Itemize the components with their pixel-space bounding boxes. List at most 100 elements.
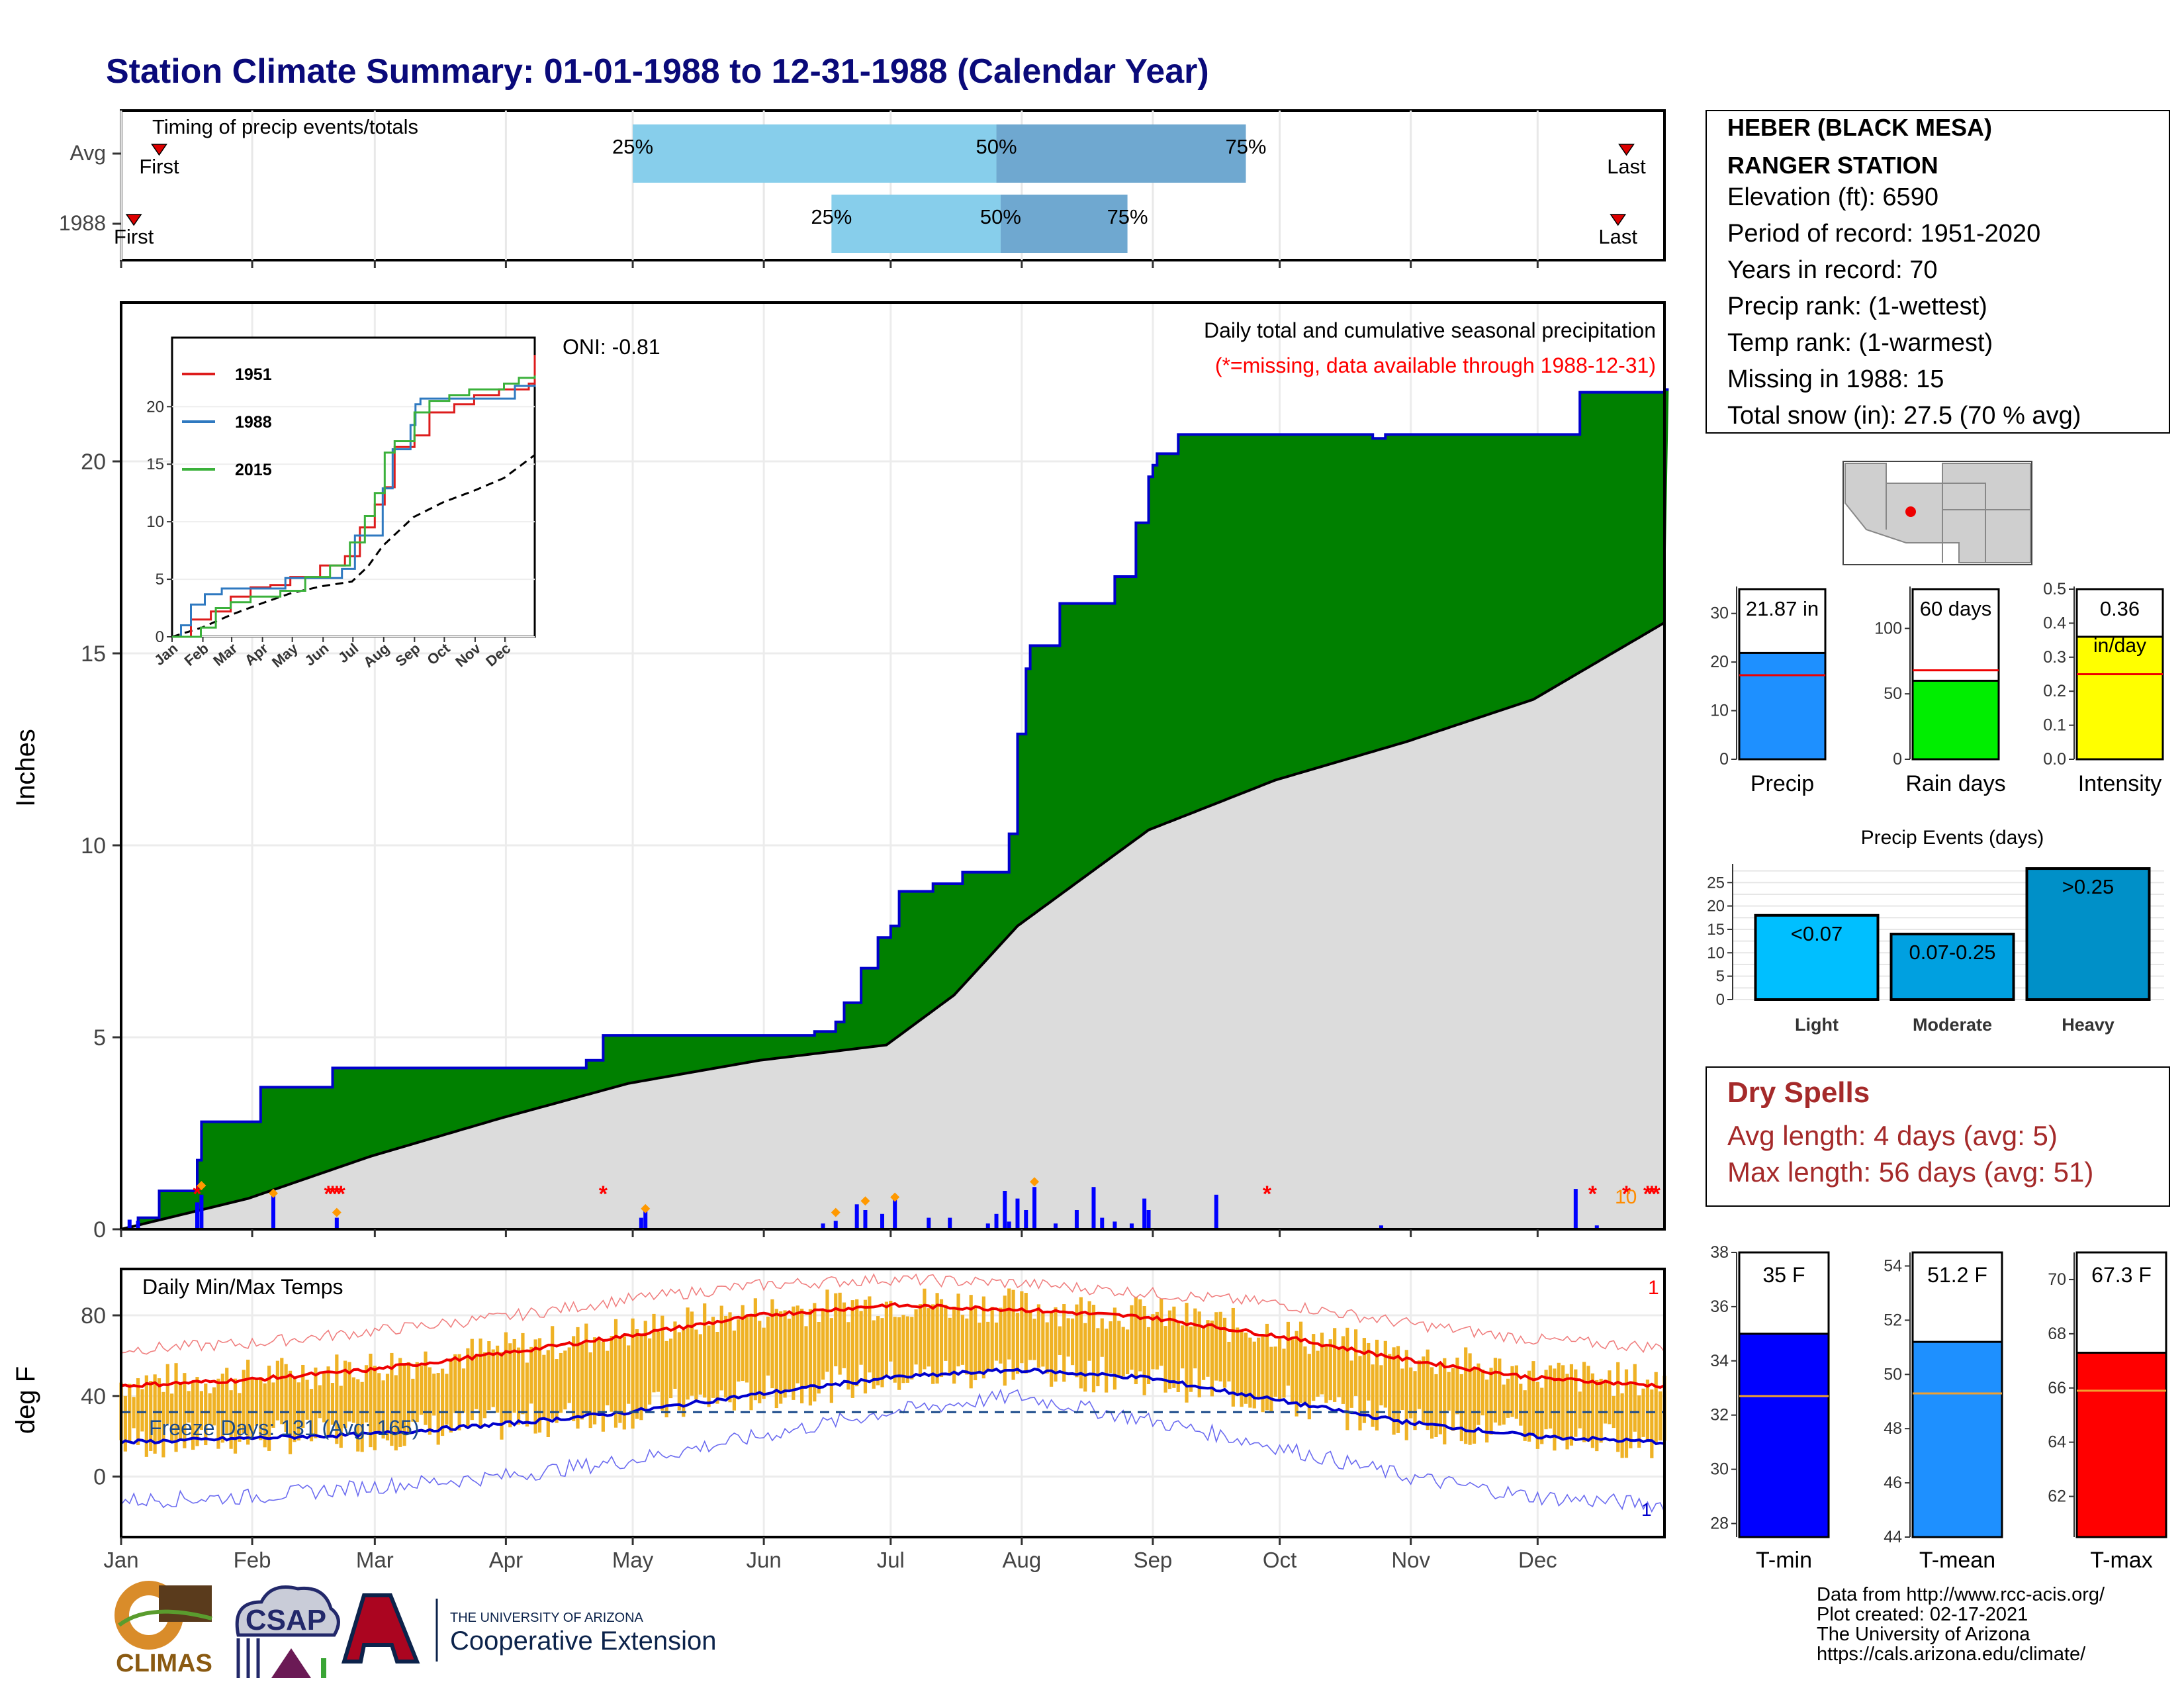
precip-events-chart: Precip Events (days) 0 5 10 15 20 25 <0.07 Ligh… xyxy=(1707,827,2164,1035)
daily-temp-range-bar xyxy=(508,1343,512,1428)
daily-temp-range-bar xyxy=(153,1374,157,1454)
daily-temp-range-bar xyxy=(868,1296,872,1373)
daily-temp-range-bar xyxy=(635,1329,639,1419)
daily-temp-range-bar xyxy=(1286,1321,1290,1386)
daily-temp-range-bar xyxy=(555,1359,559,1423)
summary-value-unit: in/day xyxy=(2093,635,2146,657)
daily-temp-range-bar xyxy=(664,1340,668,1418)
daily-precip-bar xyxy=(1142,1198,1147,1229)
daily-temp-range-bar xyxy=(305,1380,309,1420)
daily-temp-range-bar xyxy=(952,1306,956,1384)
daily-temp-range-bar xyxy=(183,1373,187,1448)
daily-temp-range-bar xyxy=(1514,1365,1518,1419)
daily-temp-range-bar xyxy=(516,1347,521,1425)
daily-temp-range-bar xyxy=(373,1366,377,1450)
temp-y-label: deg F xyxy=(11,1366,40,1434)
footer-line-1: Data from http://www.rcc-acis.org/ xyxy=(1817,1584,2105,1605)
daily-temp-range-bar xyxy=(335,1354,339,1444)
daily-temp-range-bar xyxy=(1003,1295,1007,1386)
daily-temp-range-bar xyxy=(204,1383,208,1446)
daily-temp-range-bar xyxy=(576,1327,580,1429)
daily-temp-range-bar xyxy=(1383,1340,1387,1408)
daily-temp-range-bar xyxy=(1028,1310,1032,1360)
daily-precip-bar xyxy=(985,1223,990,1229)
temp-tick-label: 68 xyxy=(2048,1325,2066,1343)
daily-temp-range-bar xyxy=(1510,1366,1514,1417)
daily-temp-range-bar xyxy=(694,1329,698,1400)
daily-temp-range-bar xyxy=(758,1321,762,1403)
daily-temp-range-bar xyxy=(1477,1363,1480,1425)
daily-temp-range-bar xyxy=(406,1362,411,1434)
daily-temp-range-bar xyxy=(415,1362,419,1423)
events-bar-label: 0.07-0.25 xyxy=(1909,941,1996,964)
daily-temp-range-bar xyxy=(1349,1360,1353,1408)
daily-temp-range-bar xyxy=(1506,1378,1510,1418)
timing-last-label: Last xyxy=(1607,155,1646,178)
daily-temp-range-bar xyxy=(1480,1369,1484,1416)
daily-temp-range-bar xyxy=(1248,1337,1252,1408)
daily-temp-range-bar xyxy=(149,1381,153,1451)
daily-temp-range-bar xyxy=(512,1338,516,1413)
daily-temp-range-bar xyxy=(1443,1358,1447,1445)
daily-temp-range-bar xyxy=(140,1389,144,1432)
daily-temp-range-bar xyxy=(1502,1384,1506,1425)
daily-temp-range-bar xyxy=(436,1373,440,1445)
daily-temp-range-bar xyxy=(1468,1353,1472,1445)
daily-temp-range-bar xyxy=(1337,1347,1341,1397)
daily-temp-range-bar xyxy=(588,1352,592,1429)
daily-temp-range-bar xyxy=(707,1325,711,1407)
missing-data-marker: * xyxy=(337,1182,346,1207)
timing-bar-25-50 xyxy=(633,124,997,183)
daily-temp-range-bar xyxy=(601,1341,605,1432)
daily-temp-range-bar xyxy=(1058,1326,1062,1355)
daily-temp-range-bar xyxy=(1396,1346,1400,1433)
daily-temp-range-bar xyxy=(500,1352,504,1440)
temp-tick-label: 30 xyxy=(1710,1460,1729,1479)
daily-precip-bar xyxy=(927,1217,931,1229)
timing-bar-50-75 xyxy=(1000,195,1128,253)
temp-label: Daily Min/Max Temps xyxy=(142,1275,343,1299)
summary-tick-label: 0.3 xyxy=(2043,648,2066,667)
daily-temp-range-bar xyxy=(1201,1327,1206,1380)
daily-temp-range-bar xyxy=(872,1320,876,1389)
daily-temp-range-bar xyxy=(1163,1326,1167,1393)
daily-precip-bar xyxy=(1003,1191,1007,1229)
month-label: Jul xyxy=(877,1548,905,1572)
daily-precip-bar xyxy=(1032,1187,1037,1229)
daily-temp-range-bar xyxy=(927,1308,931,1367)
station-temp-rank: Temp rank: (1-warmest) xyxy=(1727,329,1993,357)
daily-temp-range-bar xyxy=(275,1360,279,1421)
daily-temp-range-bar xyxy=(1531,1361,1535,1434)
precip-y-label: Inches xyxy=(11,729,40,807)
summary-label-1: Rain days xyxy=(1905,771,2005,796)
daily-temp-range-bar xyxy=(1121,1327,1125,1377)
daily-temp-range-bar xyxy=(551,1326,555,1419)
daily-temp-range-bar xyxy=(813,1303,817,1402)
daily-temp-range-bar xyxy=(1590,1373,1594,1448)
daily-temp-range-bar xyxy=(1519,1383,1523,1426)
daily-temp-range-bar xyxy=(711,1317,715,1398)
timing-p50-label: 50% xyxy=(980,205,1021,228)
climas-logo-text: CLIMAS xyxy=(116,1650,212,1677)
daily-temp-range-bar xyxy=(1358,1356,1362,1430)
station-name-1: HEBER (BLACK MESA) xyxy=(1727,114,1992,141)
inset-legend-label: 1988 xyxy=(235,413,272,432)
station-elevation: Elevation (ft): 6590 xyxy=(1727,183,1938,211)
daily-temp-range-bar xyxy=(1553,1368,1557,1451)
daily-temp-range-bar xyxy=(496,1345,500,1413)
daily-temp-range-bar xyxy=(212,1387,216,1426)
timing-last-label: Last xyxy=(1598,225,1637,248)
daily-temp-range-bar xyxy=(648,1338,652,1405)
daily-temp-range-bar xyxy=(1070,1318,1075,1366)
university-logo: THE UNIVERSITY OF ARIZONA Cooperative Ex… xyxy=(341,1593,716,1664)
daily-temp-range-bar xyxy=(1222,1317,1227,1388)
timing-panel: Timing of precip events/totals 25% 50% 75%… xyxy=(59,109,1666,261)
daily-temp-range-bar xyxy=(449,1358,453,1433)
daily-temp-range-bar xyxy=(440,1368,445,1436)
daily-temp-range-bar xyxy=(846,1322,850,1390)
daily-temp-range-bar xyxy=(1252,1341,1256,1409)
daily-temp-range-bar xyxy=(1409,1367,1413,1419)
daily-temp-range-bar xyxy=(1650,1389,1654,1458)
